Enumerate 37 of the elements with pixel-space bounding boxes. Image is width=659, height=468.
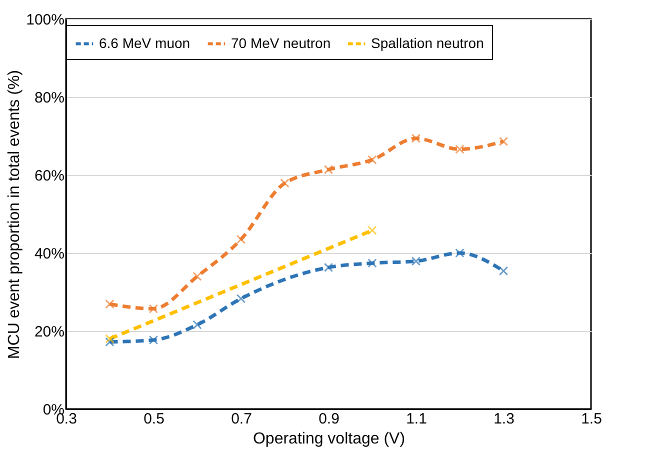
- legend-label: Spallation neutron: [371, 34, 484, 51]
- y-tick-label: 40%: [34, 246, 64, 262]
- point: [236, 294, 246, 304]
- x-axis-title: Operating voltage (V): [252, 430, 406, 448]
- point: [411, 134, 421, 143]
- point: [324, 262, 334, 272]
- point: [105, 334, 114, 344]
- point: [148, 335, 158, 345]
- y-tick-label: 100%: [26, 12, 64, 28]
- point: [324, 164, 334, 174]
- point: [105, 337, 114, 347]
- point: [105, 299, 114, 309]
- point: [498, 266, 508, 276]
- x-tick-label: 1.5: [581, 410, 602, 428]
- x-tick-label: 0.9: [318, 410, 340, 428]
- point: [368, 258, 377, 268]
- point: [192, 272, 202, 282]
- y-axis-title: MCU event proportion in total events (%): [6, 70, 24, 360]
- x-tick-label: 1.3: [494, 410, 514, 428]
- point: [498, 136, 508, 146]
- x-tick-label: 1.1: [406, 410, 427, 428]
- point: [368, 226, 377, 236]
- x-tick-label: 0.7: [231, 410, 252, 428]
- legend-label: 6.6 MeV muon: [99, 34, 190, 51]
- y-tick-label: 60%: [34, 168, 64, 184]
- y-tick-label: 20%: [34, 324, 64, 340]
- x-tick-label: 0.5: [144, 410, 164, 428]
- point: [148, 304, 158, 314]
- point: [455, 144, 464, 154]
- legend-label: 70 MeV neutron: [231, 34, 331, 51]
- point: [411, 256, 421, 266]
- y-tick-label: 80%: [34, 90, 64, 106]
- point: [368, 155, 377, 164]
- point: [280, 178, 290, 188]
- point: [236, 234, 246, 244]
- point: [455, 248, 464, 258]
- point: [192, 320, 202, 330]
